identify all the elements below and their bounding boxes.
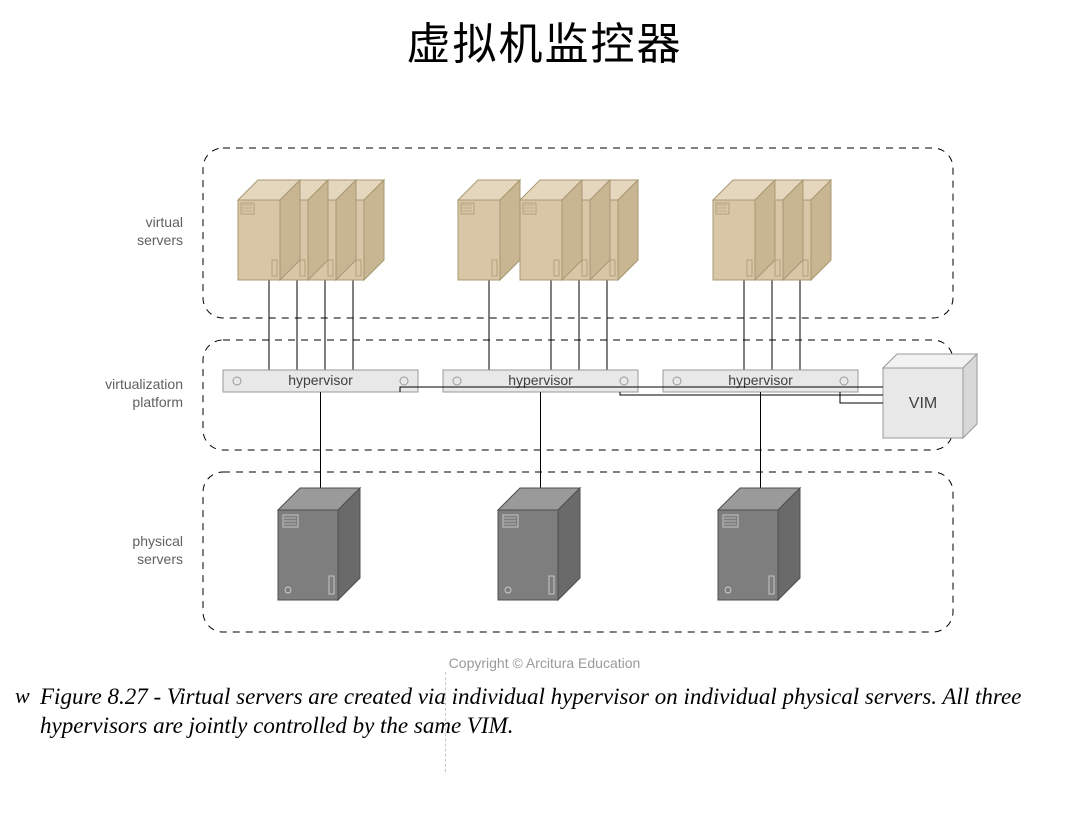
virtual-server (520, 180, 582, 280)
figure-caption: Figure 8.27 - Virtual servers are create… (40, 683, 1049, 741)
caption-bullet: w (15, 683, 30, 709)
architecture-diagram: virtual servers virtualization platform phys… (88, 130, 998, 650)
virtual-server (458, 180, 520, 280)
virtual-server (713, 180, 775, 280)
page-title: 虚拟机监控器 (0, 8, 1089, 72)
vim-box: VIM (883, 354, 977, 438)
physical-server (718, 488, 800, 600)
hypervisor: hypervisor (663, 370, 858, 392)
diagram-svg: virtual servers virtualization platform phys… (88, 130, 998, 650)
layer-label: virtual (146, 214, 183, 230)
hypervisor: hypervisor (223, 370, 418, 392)
layer-label: physical (132, 533, 183, 549)
physical-server (498, 488, 580, 600)
layer-label: servers (137, 551, 183, 567)
page: 虚拟机监控器 virtual servers virtualization platf… (0, 0, 1089, 831)
layer-label: virtualization (105, 376, 183, 392)
connector (840, 392, 883, 403)
hypervisor: hypervisor (443, 370, 638, 392)
physical-server (278, 488, 360, 600)
virtual-server (238, 180, 300, 280)
hypervisor-label: hypervisor (508, 372, 573, 388)
hypervisor-label: hypervisor (728, 372, 793, 388)
vim-label: VIM (909, 395, 937, 412)
hypervisor-label: hypervisor (288, 372, 353, 388)
layer-label: platform (132, 394, 183, 410)
copyright-text: Copyright © Arcitura Education (0, 655, 1089, 671)
layer-label: servers (137, 232, 183, 248)
